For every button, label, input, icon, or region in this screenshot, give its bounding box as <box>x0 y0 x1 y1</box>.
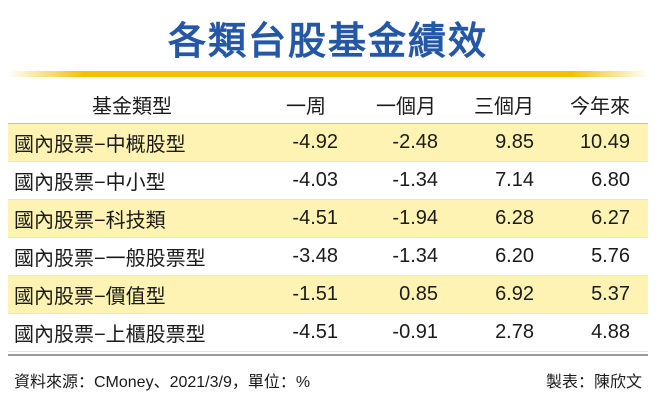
fund-type-cell: 國內股票−中小型 <box>8 161 256 200</box>
value-cell: 6.27 <box>552 199 648 238</box>
value-cell: -1.94 <box>356 199 456 238</box>
table-row: 國內股票−上櫃股票型 -4.51 -0.91 2.78 4.88 <box>8 313 648 352</box>
value-cell: 6.92 <box>456 275 552 314</box>
column-header: 一周 <box>256 86 356 124</box>
header-row: 基金類型 一周 一個月 三個月 今年來 <box>8 86 648 124</box>
value-cell: 7.14 <box>456 161 552 200</box>
column-header: 一個月 <box>356 86 456 124</box>
table-row: 國內股票−中概股型 -4.92 -2.48 9.85 10.49 <box>8 123 648 162</box>
value-cell: -1.34 <box>356 161 456 200</box>
value-cell: -0.91 <box>356 313 456 352</box>
value-cell: -4.51 <box>256 313 356 352</box>
fund-type-cell: 國內股票−科技類 <box>8 199 256 238</box>
table-row: 國內股票−價值型 -1.51 0.85 6.92 5.37 <box>8 275 648 314</box>
fund-type-cell: 國內股票−上櫃股票型 <box>8 313 256 352</box>
value-cell: -1.34 <box>356 237 456 276</box>
value-cell: 6.20 <box>456 237 552 276</box>
bottom-rule <box>8 354 648 356</box>
value-cell: -3.48 <box>256 237 356 276</box>
value-cell: 2.78 <box>456 313 552 352</box>
value-cell: -4.03 <box>256 161 356 200</box>
chart-title: 各類台股基金績效 <box>167 19 488 63</box>
value-cell: 0.85 <box>356 275 456 314</box>
accent-rule <box>8 71 648 77</box>
value-cell: 9.85 <box>456 123 552 162</box>
value-cell: 6.28 <box>456 199 552 238</box>
credit-note: 製表：陳欣文 <box>545 374 642 391</box>
source-note: 資料來源：CMoney、2021/3/9，單位：% <box>14 374 311 391</box>
column-header: 基金類型 <box>8 86 256 124</box>
column-header: 今年來 <box>552 86 648 124</box>
value-cell: 5.76 <box>552 237 648 276</box>
fund-type-cell: 國內股票−一般股票型 <box>8 237 256 276</box>
fund-type-cell: 國內股票−價值型 <box>8 275 256 314</box>
fund-table: 基金類型 一周 一個月 三個月 今年來 國內股票−中概股型 -4.92 -2.48 9… <box>8 86 648 352</box>
column-header: 三個月 <box>456 86 552 124</box>
value-cell: -2.48 <box>356 123 456 162</box>
value-cell: 4.88 <box>552 313 648 352</box>
table-row: 國內股票−科技類 -4.51 -1.94 6.28 6.27 <box>8 199 648 238</box>
fund-type-cell: 國內股票−中概股型 <box>8 123 256 162</box>
value-cell: 10.49 <box>552 123 648 162</box>
table-row: 國內股票−中小型 -4.03 -1.34 7.14 6.80 <box>8 161 648 200</box>
value-cell: 6.80 <box>552 161 648 200</box>
value-cell: -4.92 <box>256 123 356 162</box>
value-cell: 5.37 <box>552 275 648 314</box>
value-cell: -4.51 <box>256 199 356 238</box>
table-row: 國內股票−一般股票型 -3.48 -1.34 6.20 5.76 <box>8 237 648 276</box>
value-cell: -1.51 <box>256 275 356 314</box>
